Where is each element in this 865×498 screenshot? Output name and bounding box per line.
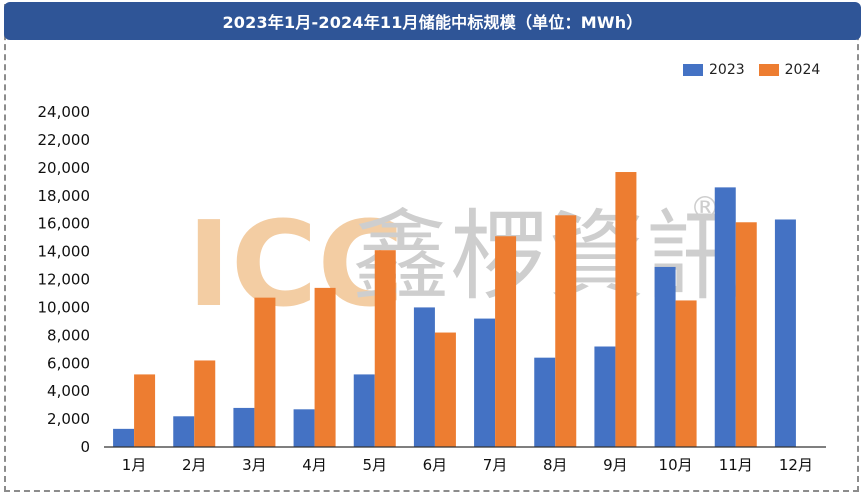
- watermark: ICC 鑫椤資訊 ®: [187, 191, 744, 333]
- y-tick-label: 4,000: [47, 382, 90, 400]
- legend-label-2023: 2023: [709, 62, 745, 78]
- bar-2023-4: [293, 409, 315, 447]
- y-tick-label: 14,000: [38, 243, 91, 261]
- bar-2024-7: [495, 236, 517, 447]
- title-bar: 2023年1月-2024年11月储能中标规模（单位：MWh）: [4, 2, 861, 40]
- y-tick-label: 8,000: [47, 326, 90, 344]
- y-tick-label: 10,000: [38, 298, 91, 316]
- watermark-brand: ICC: [187, 195, 404, 333]
- y-tick-label: 24,000: [38, 103, 91, 121]
- x-tick-label: 8月: [543, 456, 568, 474]
- bar-2024-2: [194, 360, 216, 447]
- x-tick-label: 1月: [122, 456, 147, 474]
- y-tick-label: 2,000: [47, 410, 90, 428]
- y-axis: 0 2,000 4,000 6,000 8,000 10,000 12,000 14,000 1…: [38, 103, 91, 456]
- x-tick-label: 4月: [302, 456, 327, 474]
- legend-item-2023: 2023: [683, 62, 745, 78]
- x-tick-label: 3月: [242, 456, 267, 474]
- bar-2023-10: [654, 266, 676, 447]
- watermark-name: 鑫椤資訊: [352, 200, 744, 314]
- x-tick-label: 2月: [182, 456, 207, 474]
- y-tick-label: 22,000: [38, 131, 91, 149]
- legend: 2023 2024: [683, 62, 834, 78]
- y-tick-label: 16,000: [38, 215, 91, 233]
- y-tick-label: 6,000: [47, 354, 90, 372]
- y-tick-label: 12,000: [38, 271, 91, 289]
- x-tick-label: 12月: [779, 456, 813, 474]
- x-tick-label: 11月: [719, 456, 753, 474]
- bar-2023-2: [173, 416, 195, 447]
- legend-label-2024: 2024: [784, 62, 821, 78]
- y-tick-label: 20,000: [38, 159, 91, 177]
- bar-2024-10: [675, 300, 697, 447]
- x-tick-label: 6月: [423, 456, 448, 474]
- legend-swatch-2024: [758, 64, 779, 76]
- bars: [113, 172, 796, 448]
- bar-2023-7: [474, 318, 496, 447]
- bar-2023-11: [714, 187, 736, 447]
- bar-2023-6: [413, 307, 435, 447]
- bar-2024-9: [615, 172, 637, 448]
- bar-2024-5: [374, 250, 396, 447]
- x-tick-label: 7月: [483, 456, 508, 474]
- bar-2023-12: [774, 219, 796, 447]
- bar-2024-1: [134, 374, 156, 447]
- x-tick-label: 10月: [659, 456, 693, 474]
- legend-item-2024: 2024: [758, 62, 821, 78]
- y-tick-label: 18,000: [38, 187, 91, 205]
- x-tick-label: 5月: [362, 456, 387, 474]
- legend-swatch-2023: [683, 64, 703, 76]
- y-tick-label: 0: [80, 438, 90, 456]
- bar-2024-4: [314, 287, 336, 447]
- x-axis: 1月 2月 3月 4月 5月 6月 7月 8月 9月 10月 11月 12月: [122, 456, 813, 474]
- chart-title: 2023年1月-2024年11月储能中标规模（单位：MWh）: [222, 13, 643, 32]
- bar-2023-8: [534, 357, 556, 447]
- bar-2024-6: [434, 332, 456, 447]
- bar-2023-3: [233, 407, 255, 447]
- bar-2024-3: [254, 297, 276, 447]
- chart-frame: [4, 4, 859, 492]
- bar-2023-9: [594, 346, 616, 447]
- bar-2024-8: [555, 215, 577, 447]
- bar-2023-1: [113, 428, 135, 447]
- bar-2023-5: [353, 374, 375, 447]
- bar-2024-11: [735, 222, 757, 447]
- x-tick-label: 9月: [603, 456, 628, 474]
